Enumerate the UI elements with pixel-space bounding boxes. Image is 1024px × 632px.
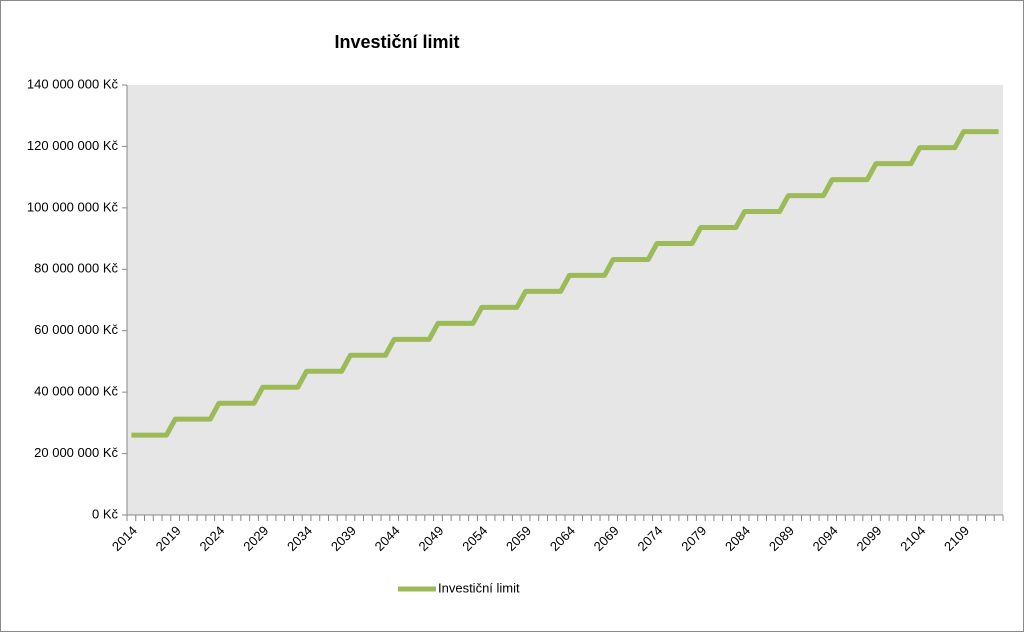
legend-label: Investiční limit	[438, 580, 520, 595]
y-tick-label: 120 000 000 Kč	[27, 138, 119, 153]
series-line	[131, 129, 999, 438]
y-tick-label: 20 000 000 Kč	[34, 445, 118, 460]
y-tick-label: 0 Kč	[92, 506, 119, 521]
y-tick-label: 140 000 000 Kč	[27, 76, 119, 91]
chart-title: Investiční limit	[334, 32, 459, 52]
plot-area	[127, 85, 1003, 515]
y-tick-label: 60 000 000 Kč	[34, 322, 118, 337]
y-tick-label: 40 000 000 Kč	[34, 384, 118, 399]
y-tick-label: 100 000 000 Kč	[27, 199, 119, 214]
y-tick-label: 80 000 000 Kč	[34, 261, 118, 276]
